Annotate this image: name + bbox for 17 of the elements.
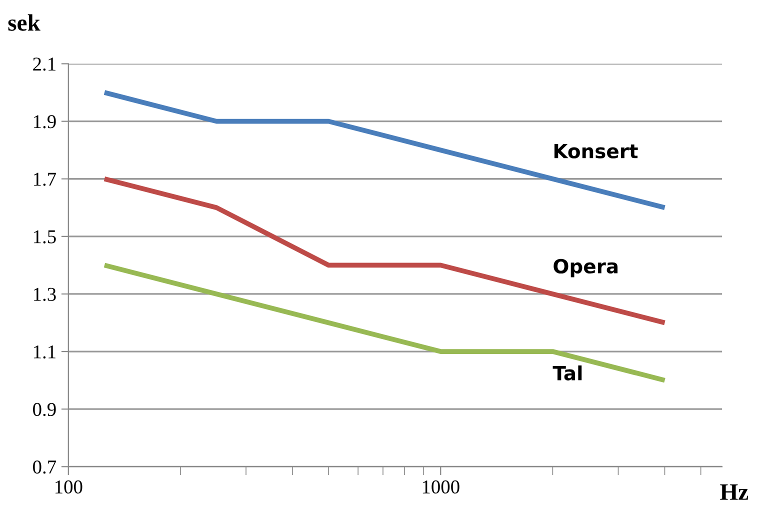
y-axis-title: sek — [8, 14, 40, 31]
y-tick-label: 1.9 — [34, 115, 56, 128]
series-label: Konsert — [554, 144, 638, 158]
line-series — [102, 176, 668, 326]
series-label: Tal — [552, 365, 582, 380]
x-tick-label: 100 — [56, 480, 82, 494]
x-tick-label: 1000 — [422, 480, 460, 494]
series-label: Opera — [554, 258, 618, 278]
y-tick-label: 1.5 — [34, 230, 56, 244]
y-tick-label: 1.7 — [34, 172, 56, 186]
x-axis-title: Hz — [720, 484, 748, 500]
y-tick-label: 1.1 — [34, 345, 56, 359]
line-series — [102, 90, 668, 210]
y-tick-label: 0.9 — [33, 402, 56, 416]
y-tick-label: 1.3 — [34, 288, 56, 301]
y-tick-label: 2.1 — [33, 58, 56, 71]
y-tick-label: 0.7 — [33, 460, 56, 474]
